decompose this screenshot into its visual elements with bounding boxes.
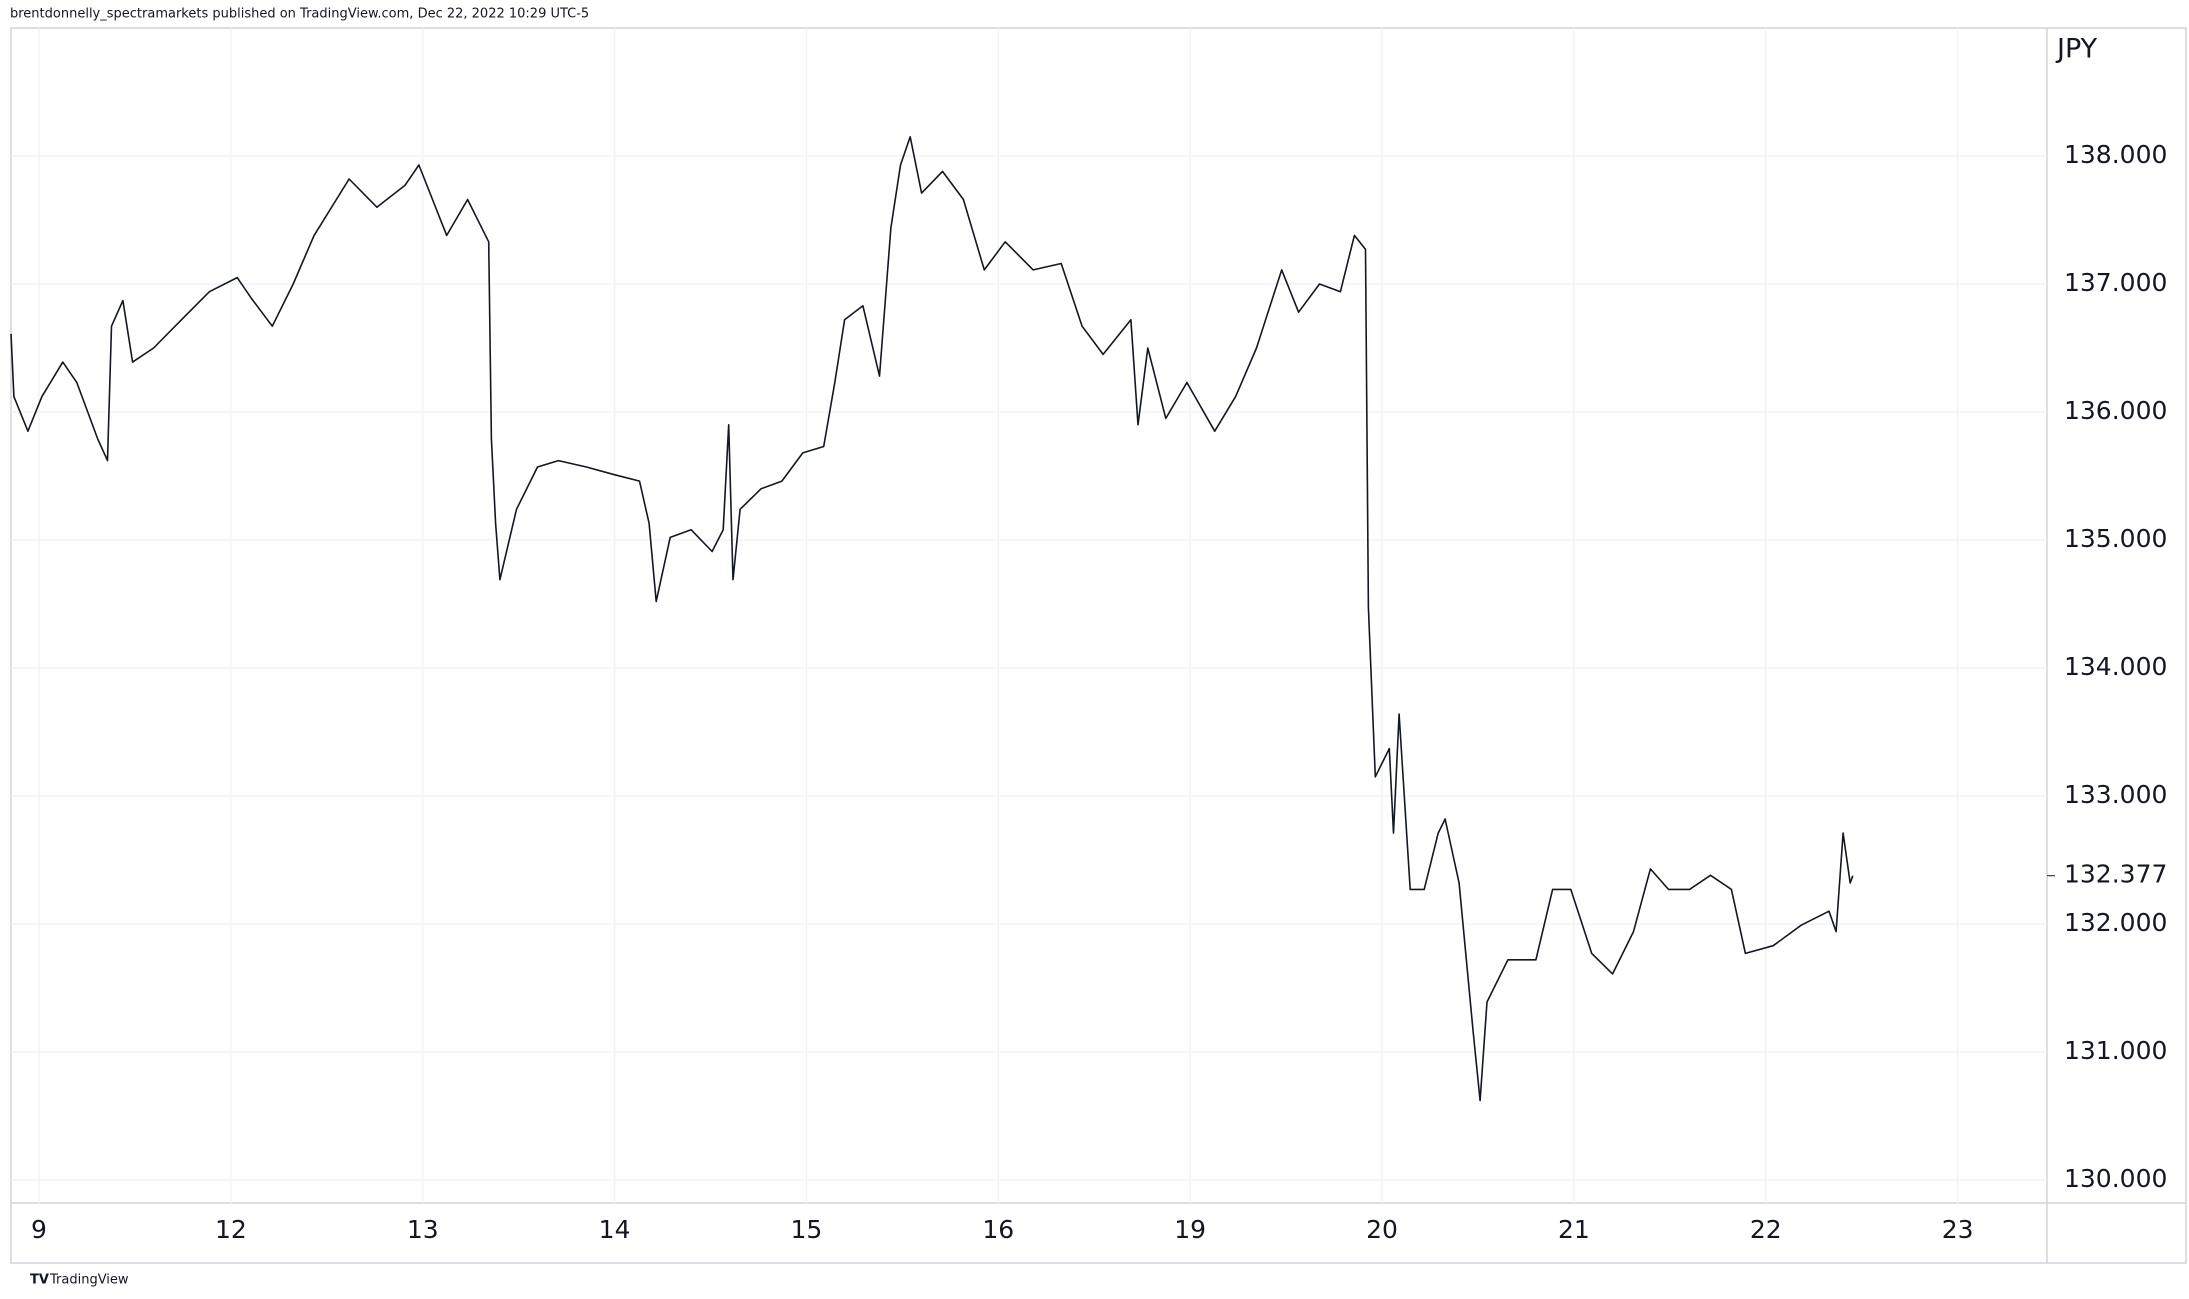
y-tick-label: 133.000	[2064, 780, 2167, 809]
y-tick-label: 131.000	[2064, 1036, 2167, 1065]
footer-brand: TradingView	[49, 1273, 129, 1288]
chart-frame	[10, 27, 2187, 1264]
y-tick-label: 132.000	[2064, 908, 2167, 937]
publish-info: brentdonnelly_spectramarkets published o…	[10, 7, 589, 22]
x-tick-label: 15	[791, 1215, 823, 1244]
y-tick-label: 134.000	[2064, 652, 2167, 681]
y-tick-label: 130.000	[2064, 1164, 2167, 1193]
x-tick-label: 13	[407, 1215, 439, 1244]
y-tick-label: 135.000	[2064, 524, 2167, 553]
x-tick-label: 22	[1750, 1215, 1782, 1244]
y-tick-label: 136.000	[2064, 396, 2167, 425]
x-tick-label: 9	[31, 1215, 47, 1244]
y-tick-label: 137.000	[2064, 268, 2167, 297]
x-tick-label: 21	[1558, 1215, 1590, 1244]
price-line	[10, 136, 1854, 1102]
plot: 9 12 13 14 15 16 19 20 21 22 23 130.000 131.000 132.0…	[10, 28, 2185, 1244]
x-tick-label: 14	[599, 1215, 631, 1244]
x-tick-label: 16	[982, 1215, 1014, 1244]
x-tick-label: 12	[215, 1215, 247, 1244]
x-tick-label: 23	[1942, 1215, 1974, 1244]
logo-icon: TV	[30, 1273, 49, 1288]
x-tick-label: 20	[1366, 1215, 1398, 1244]
y-tick-label: 138.000	[2064, 140, 2167, 169]
y-unit: JPY	[2055, 34, 2098, 65]
x-tick-label: 19	[1174, 1215, 1206, 1244]
last-price-label: 132.377	[2064, 860, 2167, 889]
last-price-box	[2049, 853, 2185, 898]
